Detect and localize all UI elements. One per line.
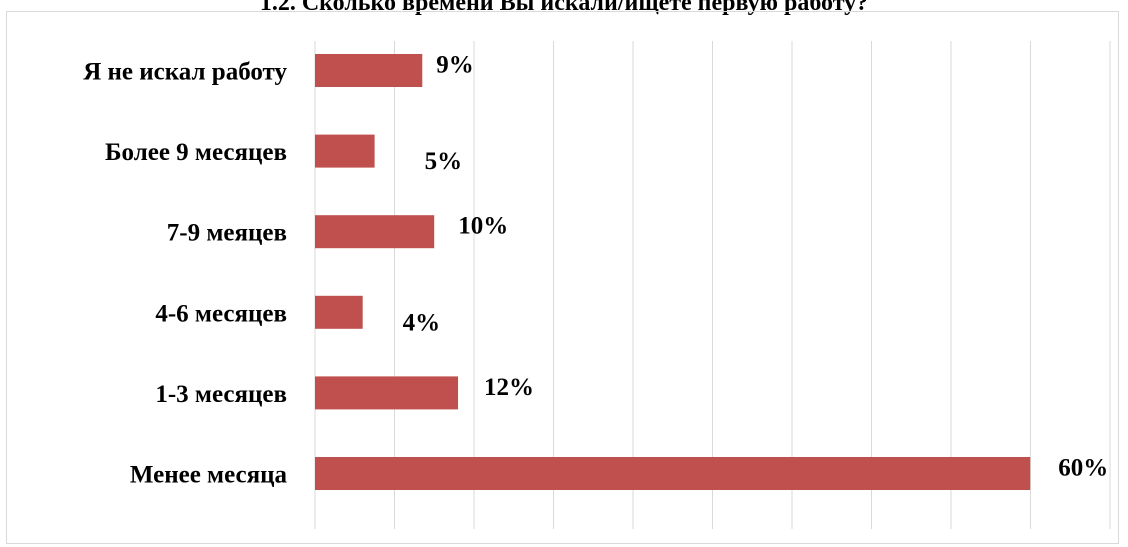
chart-title: 1.2. Сколько времени Вы искали/ищете пер… [259,0,869,16]
bar [315,215,435,249]
data-label: 5% [425,148,463,175]
category-label: 4-6 месяцев [155,300,287,327]
category-label: 7-9 меяцев [167,220,287,247]
data-label: 10% [458,213,508,240]
bar [315,134,375,168]
bars [315,54,1031,490]
labels: Я не искал работу 9% Более 9 месяцев 5% 7-9 … [83,52,1108,489]
bar [315,376,459,410]
category-label: Менее месяца [130,462,288,489]
gridlines [314,41,1111,529]
data-label: 9% [436,52,474,79]
data-label: 4% [403,309,441,336]
data-label: 12% [484,374,534,401]
category-label: 1-3 месяцев [155,381,287,408]
category-label: Я не искал работу [83,59,287,86]
category-label: Более 9 месяцев [105,139,287,166]
bar [315,54,423,87]
bar [315,295,363,329]
bar [315,457,1031,490]
plot-area [6,11,1119,544]
data-label: 60% [1058,455,1108,482]
